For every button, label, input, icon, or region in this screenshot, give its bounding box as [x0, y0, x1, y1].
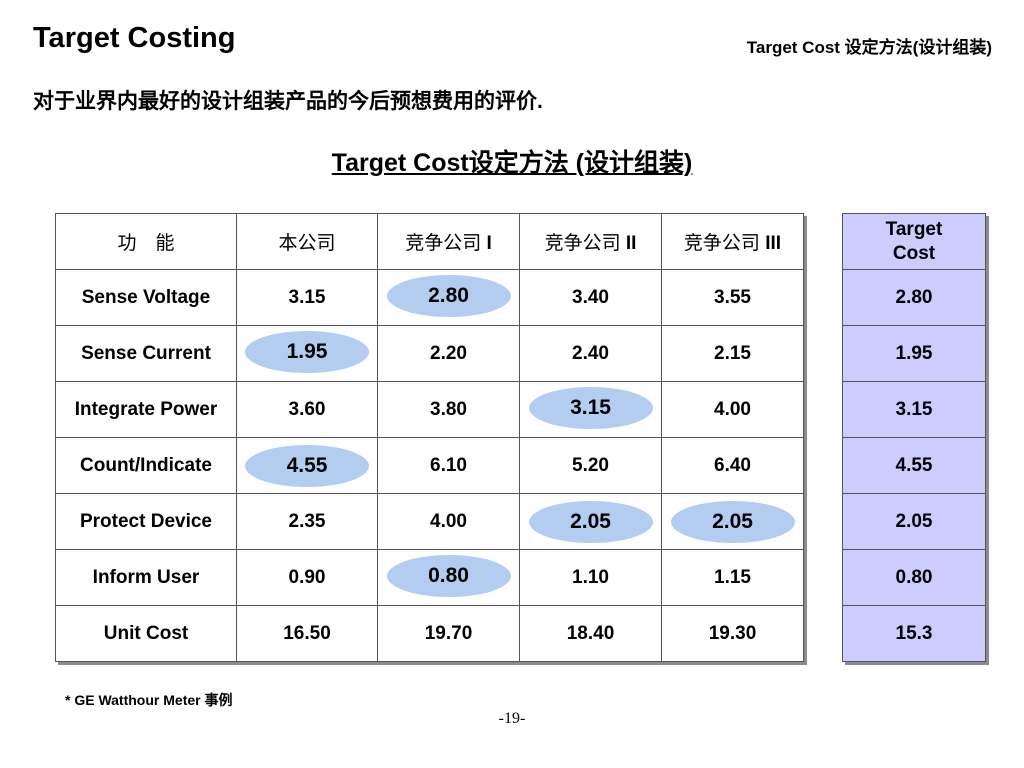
competitor-1-cell: 0.80 — [377, 549, 520, 606]
table-row: Integrate Power 3.60 3.80 3.15 4.00 — [55, 381, 804, 438]
target-cell: 2.05 — [842, 493, 986, 550]
target-cell: 1.95 — [842, 325, 986, 382]
competitor-3-cell: 4.00 — [661, 381, 804, 438]
target-row: 1.95 — [842, 325, 986, 382]
target-row: 2.05 — [842, 493, 986, 550]
target-row: 0.80 — [842, 549, 986, 606]
highlight-oval: 2.05 — [528, 500, 653, 543]
company-cell: 0.90 — [236, 549, 378, 606]
highlight-oval: 2.05 — [670, 500, 795, 543]
header-function: 功 能 — [55, 213, 237, 270]
highlight-oval: 2.80 — [386, 274, 511, 317]
target-row: 3.15 — [842, 381, 986, 438]
header-competitor-2-roman: II — [625, 233, 637, 254]
header-competitor-1: 竞争公司 I — [377, 213, 520, 270]
slide-subtitle: 对于业界内最好的设计组装产品的今后预想费用的评价. — [33, 90, 543, 113]
table-header-row: 功 能 本公司 竞争公司 I 竞争公司 II 竞争公司 III — [55, 213, 804, 270]
competitor-2-cell: 3.15 — [519, 381, 662, 438]
competitor-3-cell: 1.15 — [661, 549, 804, 606]
competitor-3-cell: 2.15 — [661, 325, 804, 382]
table-row: Sense Voltage 3.15 2.80 3.40 3.55 — [55, 269, 804, 326]
function-cell: Protect Device — [55, 493, 237, 550]
highlight-oval: 3.15 — [528, 386, 653, 429]
target-cell: 3.15 — [842, 381, 986, 438]
competitor-1-cell: 2.80 — [377, 269, 520, 326]
competitor-1-cell: 4.00 — [377, 493, 520, 550]
target-header-row: Target Cost — [842, 213, 986, 270]
target-row: 15.3 — [842, 605, 986, 662]
header-competitor-3-roman: III — [765, 233, 782, 254]
company-cell: 4.55 — [236, 437, 378, 494]
cost-comparison-table: 功 能 本公司 竞争公司 I 竞争公司 II 竞争公司 III Sense Vo… — [55, 213, 804, 662]
target-row: 2.80 — [842, 269, 986, 326]
company-cell: 1.95 — [236, 325, 378, 382]
header-competitor-1-label: 竞争公司 — [405, 233, 482, 254]
header-competitor-3: 竞争公司 III — [661, 213, 804, 270]
header-competitor-2-label: 竞争公司 — [544, 233, 621, 254]
header-competitor-1-roman: I — [486, 233, 492, 254]
competitor-2-cell: 3.40 — [519, 269, 662, 326]
competitor-1-cell: 2.20 — [377, 325, 520, 382]
competitor-3-cell: 2.05 — [661, 493, 804, 550]
company-cell: 2.35 — [236, 493, 378, 550]
table-row: Sense Current 1.95 2.20 2.40 2.15 — [55, 325, 804, 382]
target-header-line1: Target — [885, 218, 943, 240]
target-row: 4.55 — [842, 437, 986, 494]
competitor-3-cell: 19.30 — [661, 605, 804, 662]
competitor-2-cell: 18.40 — [519, 605, 662, 662]
table-title: Target Cost设定方法 (设计组装) — [331, 149, 693, 177]
competitor-3-cell: 6.40 — [661, 437, 804, 494]
function-cell: Inform User — [55, 549, 237, 606]
function-cell: Sense Voltage — [55, 269, 237, 326]
slide-header-right: Target Cost 设定方法(设计组装) — [746, 38, 992, 57]
function-cell: Count/Indicate — [55, 437, 237, 494]
function-cell: Unit Cost — [55, 605, 237, 662]
target-cell: 4.55 — [842, 437, 986, 494]
highlight-oval: 1.95 — [245, 330, 369, 373]
page-number: -19- — [498, 710, 526, 727]
header-competitor-2: 竞争公司 II — [519, 213, 662, 270]
competitor-2-cell: 5.20 — [519, 437, 662, 494]
highlight-oval: 4.55 — [245, 444, 369, 487]
competitor-2-cell: 2.05 — [519, 493, 662, 550]
competitor-2-cell: 1.10 — [519, 549, 662, 606]
header-company: 本公司 — [236, 213, 378, 270]
target-cell: 15.3 — [842, 605, 986, 662]
company-cell: 3.60 — [236, 381, 378, 438]
table-row: Count/Indicate 4.55 6.10 5.20 6.40 — [55, 437, 804, 494]
highlight-oval: 0.80 — [386, 554, 511, 597]
competitor-2-cell: 2.40 — [519, 325, 662, 382]
company-cell: 3.15 — [236, 269, 378, 326]
target-header-line2: Cost — [892, 242, 936, 264]
table-row: Unit Cost 16.50 19.70 18.40 19.30 — [55, 605, 804, 662]
target-cost-header: Target Cost — [842, 213, 986, 270]
header-competitor-3-label: 竞争公司 — [683, 233, 760, 254]
table-row: Protect Device 2.35 4.00 2.05 2.05 — [55, 493, 804, 550]
competitor-1-cell: 19.70 — [377, 605, 520, 662]
competitor-3-cell: 3.55 — [661, 269, 804, 326]
competitor-1-cell: 6.10 — [377, 437, 520, 494]
target-cost-column: Target Cost 2.80 1.95 3.15 4.55 2.05 0.80… — [842, 213, 986, 662]
target-cell: 2.80 — [842, 269, 986, 326]
company-cell: 16.50 — [236, 605, 378, 662]
competitor-1-cell: 3.80 — [377, 381, 520, 438]
footnote: * GE Watthour Meter 事例 — [65, 692, 233, 708]
slide-title: Target Costing — [33, 22, 236, 54]
target-cell: 0.80 — [842, 549, 986, 606]
table-row: Inform User 0.90 0.80 1.10 1.15 — [55, 549, 804, 606]
function-cell: Integrate Power — [55, 381, 237, 438]
function-cell: Sense Current — [55, 325, 237, 382]
